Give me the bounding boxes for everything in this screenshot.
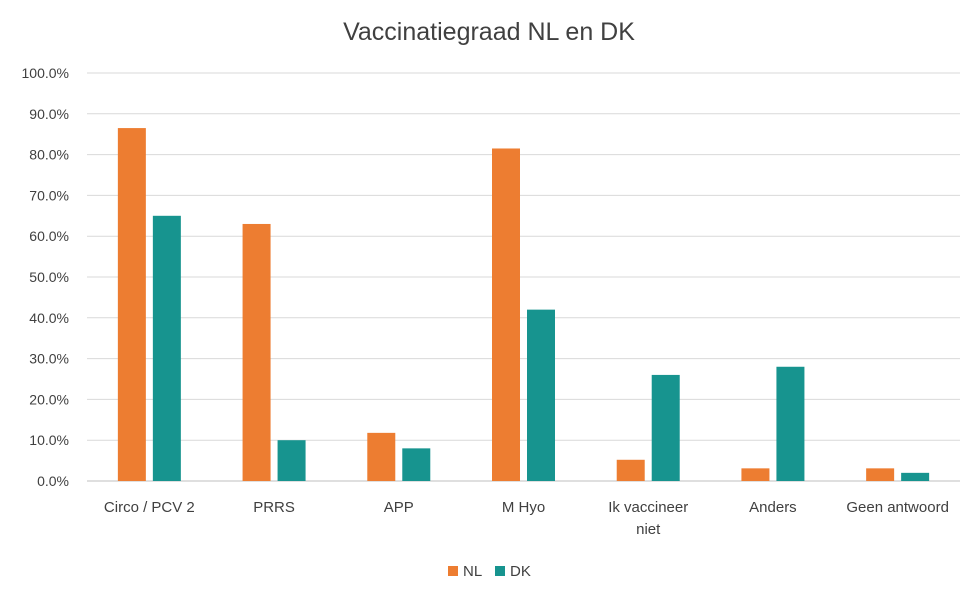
bar-dk bbox=[152, 215, 181, 482]
x-tick-label: PRRS bbox=[253, 499, 295, 516]
x-tick-label: Geen antwoord bbox=[846, 499, 949, 516]
bar-nl bbox=[367, 432, 396, 481]
x-tick-label: Circo / PCV 2 bbox=[104, 499, 195, 516]
x-tick-label: Anders bbox=[749, 499, 797, 516]
bar-nl bbox=[492, 148, 520, 482]
y-tick-label: 70.0% bbox=[29, 187, 69, 203]
bar-nl bbox=[242, 223, 271, 481]
x-tick-label: Ik vaccineer niet bbox=[608, 499, 688, 538]
legend: NL DK bbox=[448, 563, 531, 580]
gridlines bbox=[87, 72, 960, 482]
y-tick-label: 30.0% bbox=[29, 351, 69, 367]
bar-dk bbox=[277, 440, 306, 481]
y-tick-label: 90.0% bbox=[29, 106, 69, 122]
y-tick-label: 10.0% bbox=[29, 432, 69, 448]
y-tick-label: 40.0% bbox=[29, 310, 69, 326]
bars bbox=[117, 128, 930, 482]
x-tick-label: APP bbox=[384, 499, 414, 516]
y-axis-ticks: 0.0% 10.0% 20.0% 30.0% 40.0% 50.0% 60.0% 70.0% 8… bbox=[22, 65, 69, 489]
bar-nl bbox=[616, 459, 645, 481]
bar-dk bbox=[527, 309, 555, 481]
bar-nl bbox=[741, 468, 770, 481]
x-axis-ticks: Circo / PCV 2 PRRS APP M Hyo Ik vaccineer nie… bbox=[104, 499, 949, 538]
y-tick-label: 100.0% bbox=[22, 65, 69, 81]
y-tick-label: 20.0% bbox=[29, 391, 69, 407]
legend-swatch-dk bbox=[495, 566, 505, 576]
y-tick-label: 80.0% bbox=[29, 147, 69, 163]
y-tick-label: 0.0% bbox=[37, 473, 69, 489]
x-tick-label: M Hyo bbox=[502, 499, 545, 516]
legend-label-dk: DK bbox=[510, 563, 531, 580]
bar-nl bbox=[866, 468, 895, 481]
legend-label-nl: NL bbox=[463, 563, 482, 580]
bar-dk bbox=[402, 448, 431, 481]
y-tick-label: 60.0% bbox=[29, 228, 69, 244]
legend-swatch-nl bbox=[448, 566, 458, 576]
bar-dk bbox=[901, 472, 930, 481]
bar-nl bbox=[117, 128, 146, 481]
bar-dk bbox=[776, 366, 805, 481]
chart-title: Vaccinatiegraad NL en DK bbox=[343, 18, 635, 46]
y-tick-label: 50.0% bbox=[29, 269, 69, 285]
bar-dk bbox=[651, 374, 680, 481]
